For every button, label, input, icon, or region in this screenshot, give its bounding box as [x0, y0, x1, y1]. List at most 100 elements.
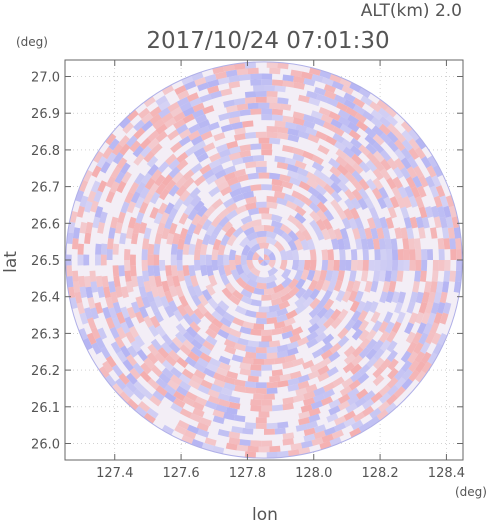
- echo-cell: [354, 396, 367, 408]
- echo-cell: [371, 320, 383, 333]
- echo-cell: [255, 236, 267, 244]
- echo-cell: [297, 260, 305, 271]
- echo-cell: [110, 166, 122, 179]
- echo-cell: [202, 169, 215, 180]
- echo-cell: [393, 166, 404, 179]
- echo-cell: [301, 440, 313, 449]
- echo-cell: [208, 322, 221, 334]
- echo-cell: [102, 146, 114, 160]
- echo-cell: [217, 180, 230, 192]
- echo-cell: [273, 226, 285, 237]
- echo-cell: [98, 366, 110, 379]
- echo-cell: [229, 146, 241, 155]
- echo-cell: [293, 197, 306, 209]
- echo-cell: [141, 120, 154, 132]
- echo-cell: [307, 322, 320, 334]
- echo-cell: [243, 283, 255, 294]
- echo-cell: [208, 357, 221, 368]
- echo-cell: [183, 203, 195, 216]
- echo-cell: [148, 275, 157, 288]
- echo-cell: [369, 301, 379, 314]
- echo-cell: [125, 281, 134, 293]
- echo-cell: [264, 255, 270, 260]
- echo-cell: [292, 357, 305, 367]
- echo-cell: [74, 291, 83, 304]
- echo-cell: [266, 195, 278, 203]
- echo-cell: [400, 227, 408, 239]
- echo-cell: [321, 279, 331, 292]
- echo-cell: [217, 300, 230, 312]
- echo-cell: [255, 166, 267, 173]
- echo-cell: [378, 186, 389, 200]
- echo-cell: [379, 330, 390, 343]
- echo-cell: [311, 74, 324, 83]
- echo-cell: [271, 214, 283, 223]
- echo-cell: [339, 227, 349, 240]
- echo-cell: [105, 316, 116, 330]
- y-tick-label: 26.8: [31, 144, 60, 159]
- echo-cell: [179, 101, 192, 112]
- echo-cell: [282, 432, 295, 440]
- echo-cell: [303, 120, 316, 130]
- echo-cell: [284, 157, 297, 166]
- echo-cell: [234, 204, 247, 215]
- echo-cell: [383, 196, 394, 209]
- echo-cell: [146, 291, 155, 303]
- echo-cell: [135, 296, 145, 309]
- echo-cell: [292, 153, 305, 163]
- echo-cell: [217, 244, 226, 256]
- echo-cell: [330, 308, 342, 321]
- echo-cell: [282, 80, 295, 88]
- echo-cell: [372, 270, 381, 282]
- echo-cell: [87, 190, 97, 203]
- echo-cell: [193, 362, 206, 373]
- echo-cell: [409, 291, 418, 304]
- echo-cell: [128, 181, 140, 195]
- echo-cell: [281, 324, 294, 334]
- echo-cell: [286, 163, 299, 173]
- echo-cell: [118, 372, 130, 385]
- echo-cell: [277, 132, 289, 140]
- echo-cell: [449, 238, 456, 250]
- echo-cell: [242, 427, 254, 435]
- echo-cell: [154, 352, 166, 364]
- echo-cell: [168, 222, 178, 235]
- echo-cell: [82, 169, 93, 183]
- echo-cell: [213, 378, 226, 388]
- echo-cell: [239, 326, 252, 335]
- echo-cell: [326, 412, 339, 423]
- echo-cell: [298, 410, 311, 420]
- echo-cell: [337, 180, 349, 193]
- echo-cell: [307, 133, 320, 144]
- echo-cell: [184, 80, 197, 91]
- echo-cell: [348, 379, 361, 391]
- echo-cell: [168, 349, 180, 362]
- echo-cell: [315, 324, 327, 336]
- echo-cell: [322, 388, 335, 399]
- echo-cell: [443, 302, 452, 315]
- echo-cell: [287, 170, 299, 179]
- echo-cell: [159, 260, 166, 271]
- echo-cell: [295, 278, 306, 290]
- echo-cell: [302, 288, 313, 301]
- echo-cell: [351, 170, 363, 183]
- echo-cell: [287, 230, 299, 242]
- echo-cell: [335, 290, 346, 303]
- echo-cell: [274, 190, 286, 199]
- echo-cell: [255, 131, 267, 138]
- echo-cell: [408, 360, 420, 373]
- echo-cell: [292, 117, 305, 126]
- echo-cell: [179, 408, 192, 419]
- echo-cell: [95, 254, 101, 266]
- echo-cell: [316, 93, 329, 103]
- echo-cell: [234, 254, 242, 266]
- echo-cell: [207, 395, 220, 405]
- echo-cell: [450, 249, 457, 260]
- echo-cell: [149, 315, 161, 329]
- echo-cell: [451, 216, 460, 229]
- echo-cell: [255, 423, 267, 430]
- echo-cell: [211, 317, 224, 329]
- echo-cell: [189, 97, 202, 108]
- echo-cell: [267, 266, 279, 277]
- echo-cell: [433, 195, 443, 208]
